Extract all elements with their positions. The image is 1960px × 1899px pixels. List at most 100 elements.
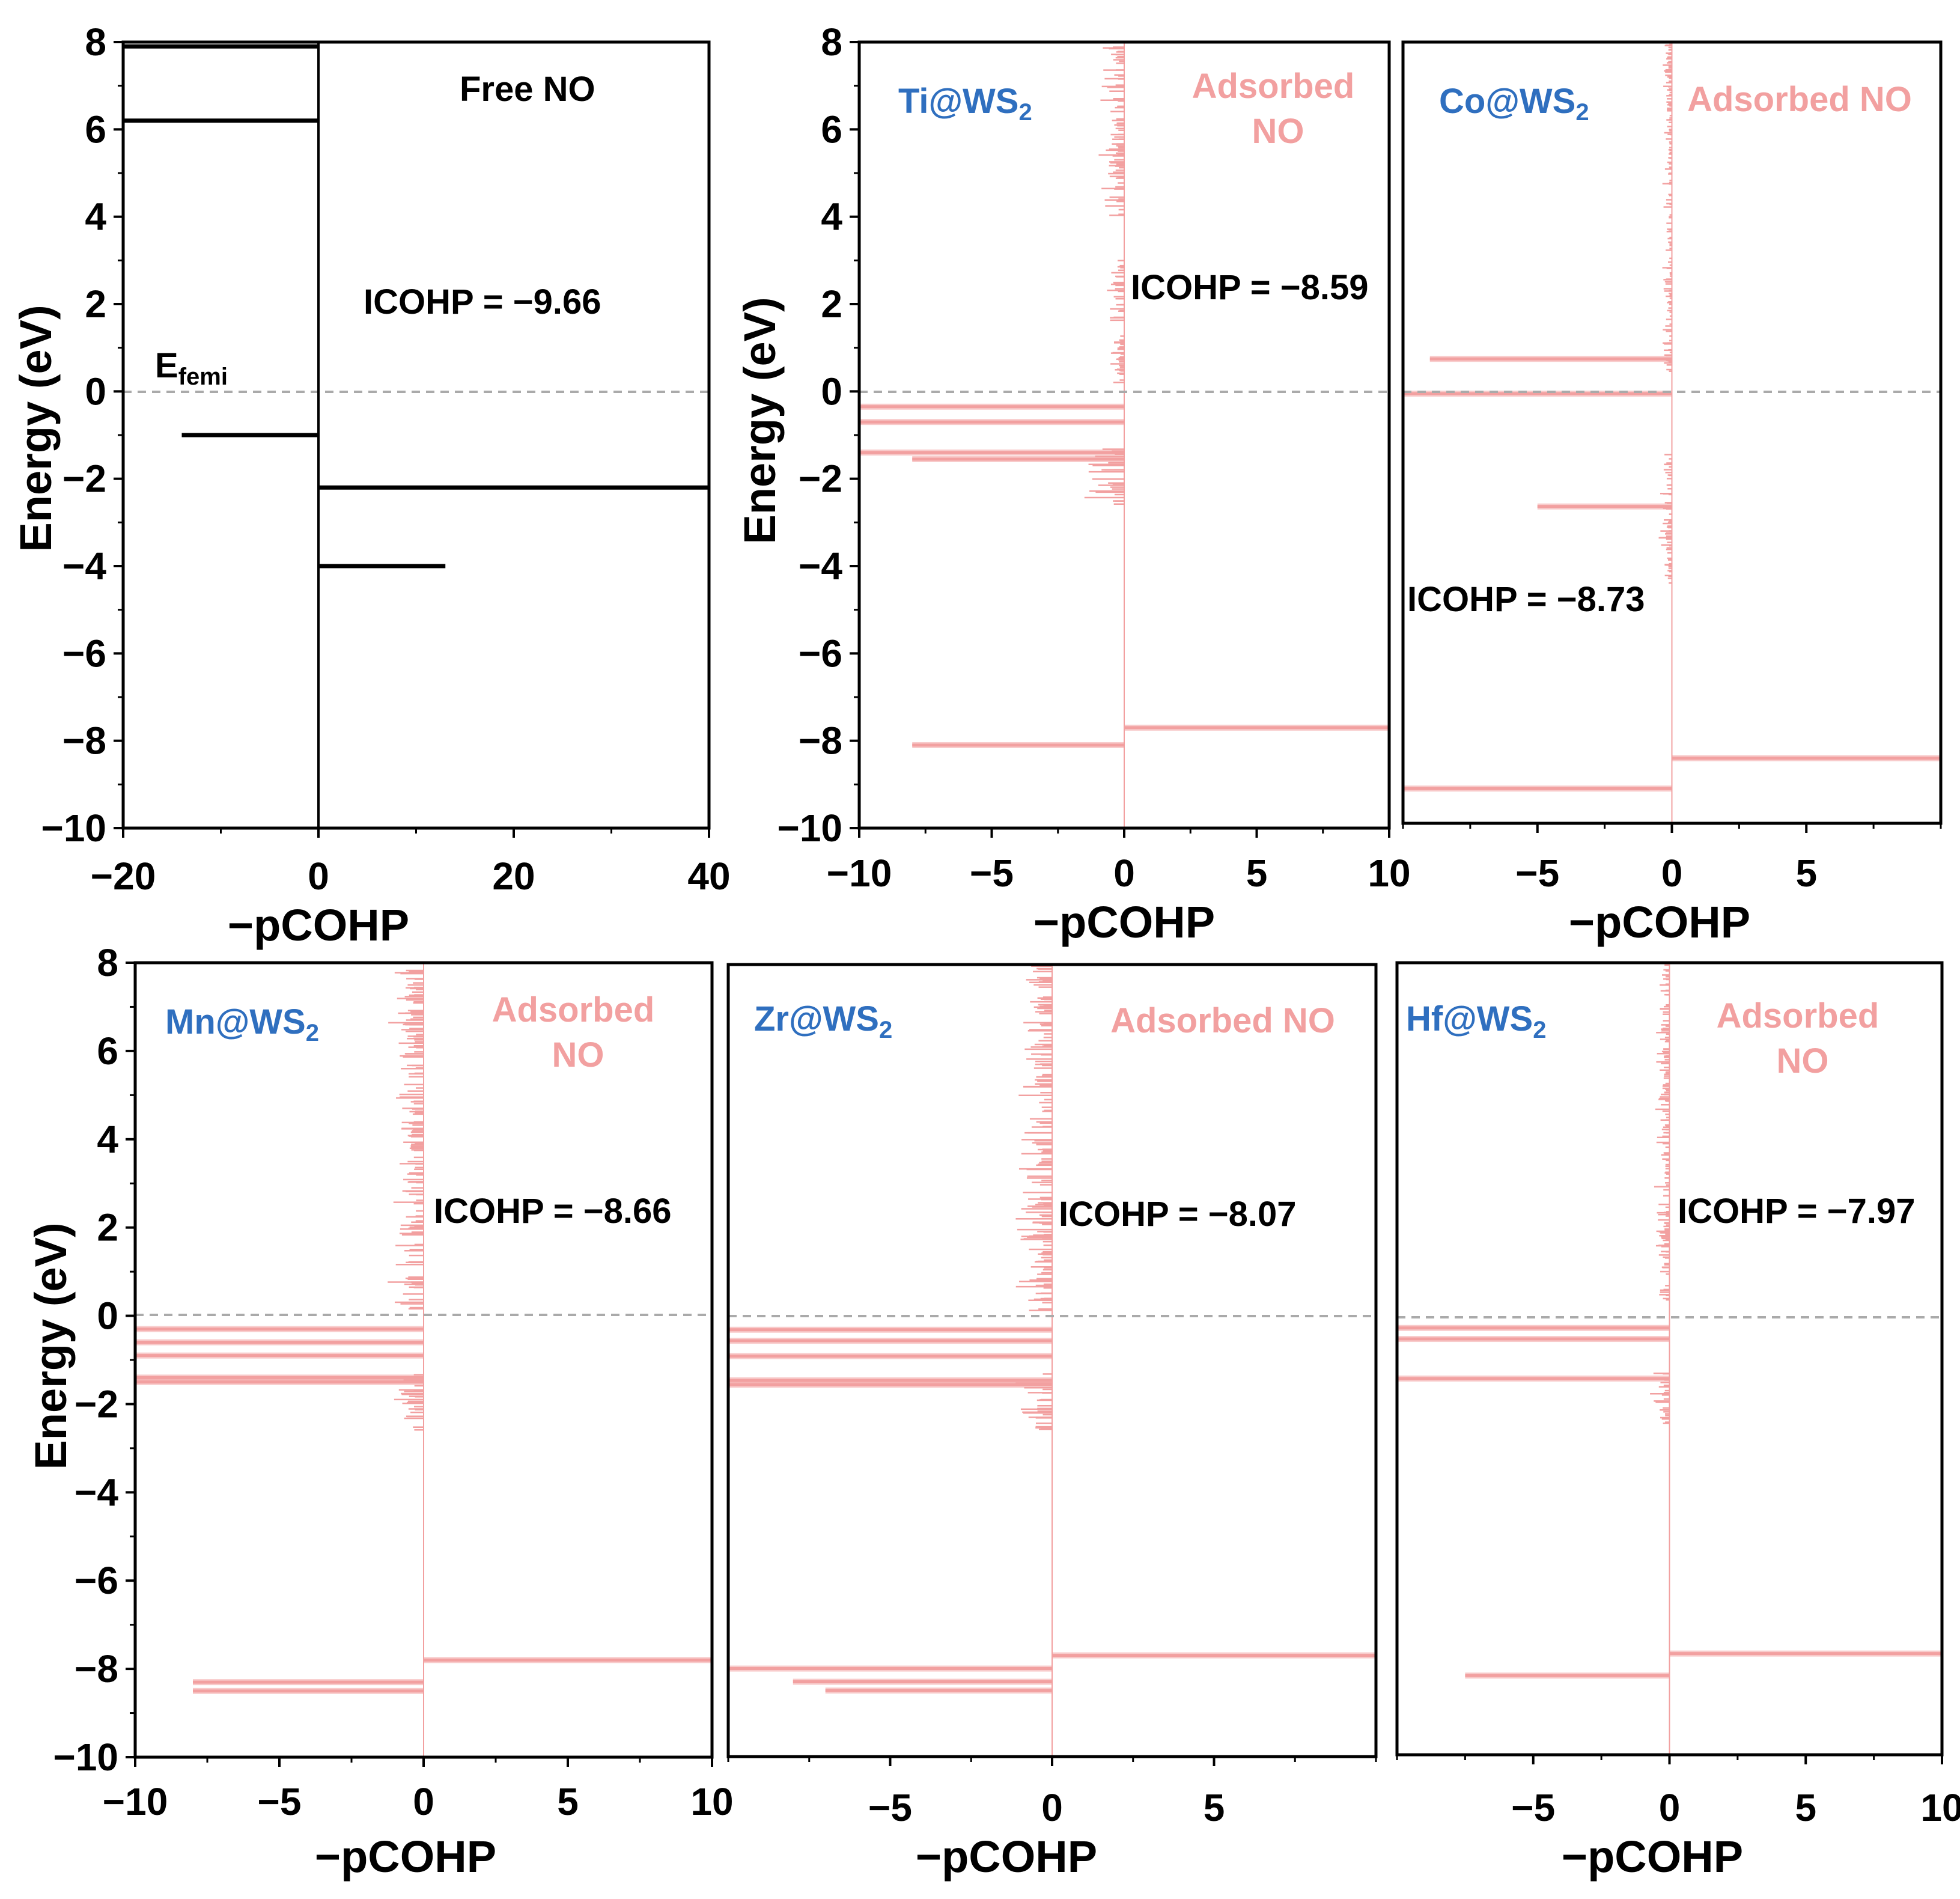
mn-adsorbed-line-2: NO — [552, 1035, 604, 1074]
panel-co-ws2: −5 0 5 Co@WS2 Adsorbed NO ICOHP = −8.73 −p… — [1401, 40, 1943, 947]
ti-ytick-label: 8 — [821, 20, 842, 64]
free-peak-layer — [123, 44, 709, 568]
mn-peak-band-1 — [135, 1339, 424, 1346]
ti-ytick-label: 2 — [821, 282, 842, 326]
mn-ytick-label: 8 — [97, 941, 118, 984]
zr-peak-band-6 — [728, 1665, 1052, 1672]
ti-peak-band-2 — [859, 450, 1124, 456]
co-peak-band-3 — [1672, 755, 1941, 761]
zr-peak-band-5 — [1052, 1652, 1376, 1659]
fermi-level-symbol: E — [155, 346, 178, 385]
mn-peak-band-3 — [135, 1374, 424, 1381]
hf-adsorbed-line-2: NO — [1777, 1041, 1829, 1081]
zr-x-ticks: −5 0 5 — [727, 1757, 1377, 1829]
mn-ytick-label: 6 — [97, 1029, 118, 1073]
free-ytick-label: −2 — [62, 457, 106, 501]
mn-spectrum-fringe — [388, 963, 424, 1757]
zr-system-label: Zr@WS2 — [754, 999, 892, 1043]
mn-ytick-label: 2 — [97, 1206, 118, 1249]
hf-peak-band-1 — [1397, 1336, 1670, 1343]
top-y-axis-title: Energy (eV) — [11, 305, 61, 552]
hf-peak-band-2 — [1397, 1375, 1670, 1382]
mn-ytick-label: −4 — [75, 1471, 118, 1514]
mn-peak-band-7 — [193, 1687, 424, 1694]
free-y-ticks: −10 −8 −6 −4 −2 0 2 4 6 8 — [41, 20, 123, 850]
free-x-ticks: −20 0 20 40 — [91, 828, 731, 898]
co-peak-layer — [1403, 42, 1941, 823]
ti-system-label: Ti@WS2 — [898, 82, 1032, 126]
mn-peak-layer — [135, 963, 712, 1757]
free-xtick-label: −20 — [91, 855, 156, 898]
ti-peak-band-1 — [859, 419, 1124, 425]
zr-xtick-label: 5 — [1204, 1786, 1225, 1829]
free-ytick-label: −4 — [62, 544, 106, 588]
fermi-level-label: Efemi — [155, 346, 228, 390]
ti-xtick-label: 5 — [1246, 852, 1268, 895]
co-xtick-label: 5 — [1795, 852, 1817, 895]
zr-x-axis-title: −pCOHP — [916, 1832, 1097, 1882]
zr-peak-band-3 — [728, 1377, 1052, 1383]
ti-ytick-label: −6 — [799, 632, 842, 675]
ti-xtick-label: −10 — [827, 852, 892, 895]
hf-spectrum-fringe — [1650, 962, 1670, 1755]
ti-y-ticks: −10 −8 −6 −4 −2 0 2 4 6 8 — [777, 20, 859, 850]
co-adsorbed-label: Adsorbed NO — [1687, 80, 1912, 119]
zr-xtick-label: −5 — [868, 1786, 912, 1829]
mn-xtick-label: 0 — [413, 1780, 434, 1823]
ti-peak-band-3 — [912, 456, 1124, 462]
mn-system-name: Mn@WS — [165, 1002, 306, 1041]
hf-adsorbed-label: Adsorbed NO — [1717, 996, 1889, 1081]
free-ytick-label: 4 — [85, 195, 106, 239]
zr-peak-band-8 — [825, 1687, 1052, 1694]
ti-peak-band-0 — [859, 403, 1124, 410]
mn-peak-band-4 — [135, 1379, 424, 1385]
mn-ytick-label: −2 — [75, 1382, 118, 1425]
mn-x-ticks: −10 −5 0 5 10 — [103, 1757, 734, 1823]
mn-icohp-label: ICOHP = −8.66 — [434, 1192, 672, 1231]
co-x-ticks: −5 0 5 — [1402, 823, 1942, 895]
co-peak-band-1 — [1403, 391, 1672, 397]
ti-ytick-label: 6 — [821, 108, 842, 151]
hf-xtick-label: 10 — [1920, 1786, 1960, 1829]
panel-zr-ws2: −5 0 5 Zr@WS2 Adsorbed NO ICOHP = −8.07 −p… — [726, 963, 1378, 1882]
mn-adsorbed-label: Adsorbed NO — [492, 990, 665, 1074]
hf-x-ticks: −5 0 5 10 — [1396, 1755, 1960, 1829]
zr-peak-band-7 — [793, 1678, 1052, 1685]
co-x-axis-title: −pCOHP — [1569, 897, 1750, 947]
ti-xtick-label: 10 — [1368, 852, 1410, 895]
mn-system-label: Mn@WS2 — [165, 1002, 319, 1046]
hf-peak-band-3 — [1669, 1650, 1942, 1657]
hf-peak-band-4 — [1465, 1672, 1670, 1679]
ti-ytick-label: −10 — [777, 806, 842, 850]
mn-peak-band-2 — [135, 1352, 424, 1359]
ti-ytick-label: −2 — [799, 457, 842, 501]
zr-peak-band-4 — [728, 1382, 1052, 1388]
mn-adsorbed-line-1: Adsorbed — [492, 990, 655, 1029]
co-xtick-label: −5 — [1515, 852, 1559, 895]
free-ytick-label: −6 — [62, 632, 106, 675]
hf-system-name: Hf@WS — [1406, 999, 1533, 1038]
free-xtick-label: 20 — [492, 855, 535, 898]
mn-y-ticks: −10 −8 −6 −4 −2 0 2 4 6 8 — [53, 941, 135, 1779]
hf-peak-layer — [1397, 962, 1942, 1755]
fermi-level-subscript: femi — [178, 364, 228, 390]
hf-icohp-label: ICOHP = −7.97 — [1678, 1192, 1916, 1231]
free-icohp-label: ICOHP = −9.66 — [364, 282, 601, 322]
co-system-subscript: 2 — [1575, 99, 1589, 126]
mn-ytick-label: 4 — [97, 1118, 118, 1161]
panel-hf-ws2: −5 0 5 10 Hf@WS2 Adsorbed NO ICOHP = −7.97 … — [1395, 961, 1960, 1882]
ti-peak-band-4 — [1124, 724, 1389, 731]
zr-spectrum-fringe — [1015, 965, 1053, 1757]
co-adsorbed-line-1: Adsorbed NO — [1687, 80, 1912, 119]
free-ytick-label: 2 — [85, 282, 106, 326]
zr-peak-band-0 — [728, 1326, 1052, 1333]
zr-peak-band-1 — [728, 1338, 1052, 1344]
hf-adsorbed-line-1: Adsorbed — [1717, 996, 1879, 1035]
mn-ytick-label: 0 — [97, 1294, 118, 1338]
ti-adsorbed-line-1: Adsorbed — [1192, 67, 1355, 106]
zr-adsorbed-line-1: Adsorbed NO — [1110, 1001, 1335, 1040]
co-system-name: Co@WS — [1439, 82, 1575, 121]
